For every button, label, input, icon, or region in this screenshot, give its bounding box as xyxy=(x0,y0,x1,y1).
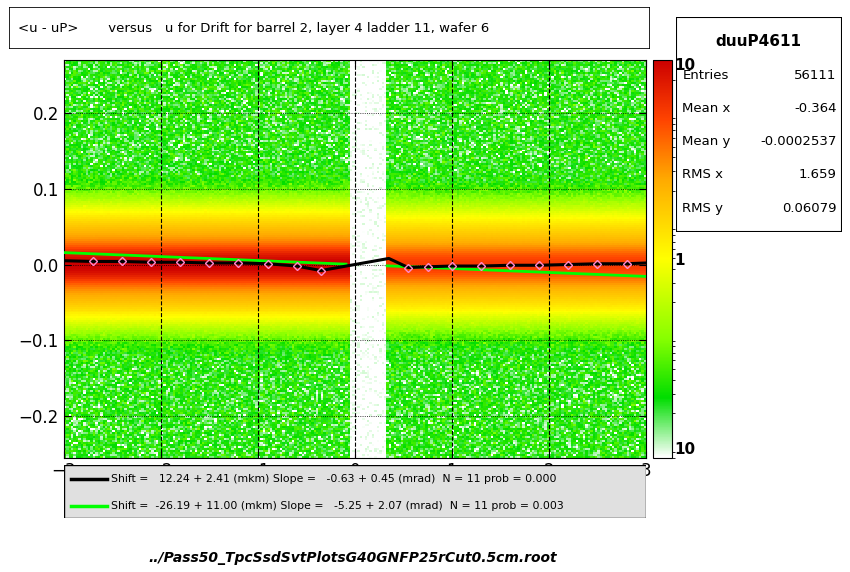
Text: 10: 10 xyxy=(674,58,695,73)
Text: ../Pass50_TpcSsdSvtPlotsG40GNFP25rCut0.5cm.root: ../Pass50_TpcSsdSvtPlotsG40GNFP25rCut0.5… xyxy=(149,551,557,565)
Text: RMS y: RMS y xyxy=(683,202,723,214)
Text: Mean x: Mean x xyxy=(683,102,731,115)
Text: Entries: Entries xyxy=(683,69,728,82)
Text: Shift =  -26.19 + 11.00 (mkm) Slope =   -5.25 + 2.07 (mrad)  N = 11 prob = 0.003: Shift = -26.19 + 11.00 (mkm) Slope = -5.… xyxy=(111,501,564,511)
Text: 10: 10 xyxy=(674,442,695,456)
Text: 0.06079: 0.06079 xyxy=(782,202,836,214)
Text: 1.659: 1.659 xyxy=(799,168,836,181)
Text: 1: 1 xyxy=(674,253,684,268)
Text: Mean y: Mean y xyxy=(683,135,731,148)
Text: -0.364: -0.364 xyxy=(794,102,836,115)
Text: <u - uP>       versus   u for Drift for barrel 2, layer 4 ladder 11, wafer 6: <u - uP> versus u for Drift for barrel 2… xyxy=(18,22,490,34)
Text: Shift =   12.24 + 2.41 (mkm) Slope =   -0.63 + 0.45 (mrad)  N = 11 prob = 0.000: Shift = 12.24 + 2.41 (mkm) Slope = -0.63… xyxy=(111,474,557,484)
Text: duuP4611: duuP4611 xyxy=(716,34,802,49)
Text: -0.0002537: -0.0002537 xyxy=(760,135,836,148)
Text: RMS x: RMS x xyxy=(683,168,723,181)
Text: 56111: 56111 xyxy=(794,69,836,82)
